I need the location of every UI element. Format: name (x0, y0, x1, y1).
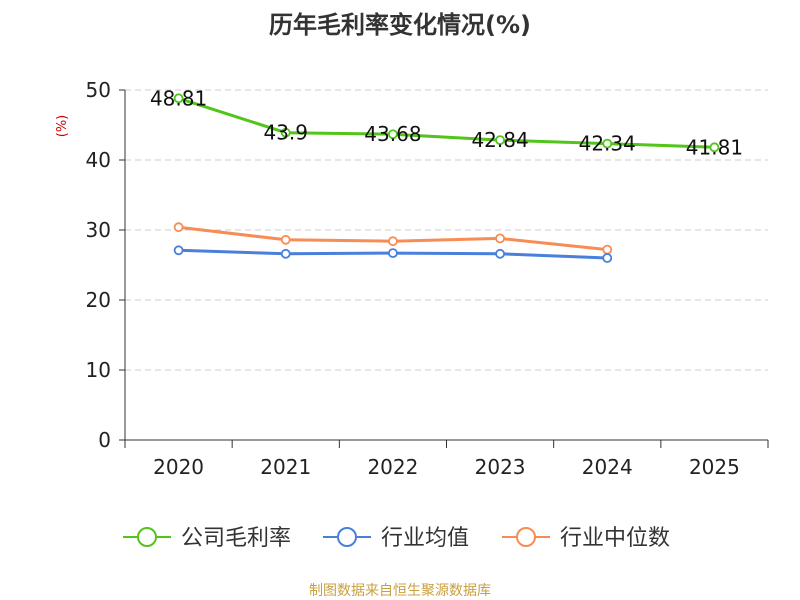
data-label: 43.68 (364, 122, 421, 146)
data-point (709, 142, 720, 153)
legend: 公司毛利率 行业均值 行业中位数 (123, 526, 670, 551)
x-tick-label: 2024 (582, 455, 633, 479)
legend-label: 行业均值 (381, 526, 469, 551)
axes: 0 10 20 30 40 50 2020 2021 2022 2023 2024 2025 (86, 78, 769, 479)
legend-marker (337, 527, 357, 547)
data-label: 48.81 (150, 86, 207, 110)
source-note: 制图数据来自恒生聚源数据库 (309, 583, 491, 599)
data-point (602, 244, 613, 255)
x-tick-label: 2022 (367, 455, 418, 479)
legend-item: 行业中位数 (502, 526, 670, 551)
y-tick-label: 0 (98, 428, 111, 452)
y-tick-label: 30 (86, 218, 111, 242)
y-tick-label: 40 (86, 148, 111, 172)
legend-item: 行业均值 (323, 526, 469, 551)
y-tick-label: 10 (86, 358, 111, 382)
legend-label: 行业中位数 (560, 526, 670, 551)
y-tick-label: 20 (86, 288, 111, 312)
legend-label: 公司毛利率 (181, 526, 291, 551)
data-point (495, 248, 505, 259)
x-tick-label: 2021 (260, 455, 311, 479)
data-point (388, 129, 398, 140)
y-tick-label: 50 (86, 78, 111, 102)
data-point (280, 248, 291, 259)
data-point (602, 138, 613, 149)
data-label: 43.9 (263, 121, 308, 145)
data-point (280, 234, 291, 245)
x-tick-label: 2023 (475, 455, 526, 479)
data-point (602, 253, 613, 263)
chart-title: 历年毛利率变化情况(%) (269, 11, 531, 39)
x-tick-label: 2020 (153, 455, 204, 479)
data-label: 41.81 (686, 135, 743, 159)
data-point (173, 93, 184, 104)
data-point (495, 135, 505, 146)
data-label: 42.84 (471, 128, 528, 152)
data-point (388, 248, 398, 259)
legend-marker (516, 527, 536, 547)
data-point (173, 222, 184, 233)
legend-item: 公司毛利率 (123, 526, 291, 551)
data-point (388, 236, 398, 247)
series-line (178, 96, 715, 149)
data-labels: 48.81 43.9 43.68 42.84 42.34 41.81 (150, 86, 743, 159)
data-point (173, 245, 184, 256)
gridlines (125, 89, 768, 371)
x-tick-label: 2025 (689, 455, 740, 479)
data-label: 42.34 (579, 132, 636, 156)
series-layer (173, 93, 720, 263)
legend-marker (137, 527, 157, 547)
data-point (495, 233, 505, 244)
data-point (280, 127, 291, 138)
y-axis-label: (%) (55, 115, 70, 138)
